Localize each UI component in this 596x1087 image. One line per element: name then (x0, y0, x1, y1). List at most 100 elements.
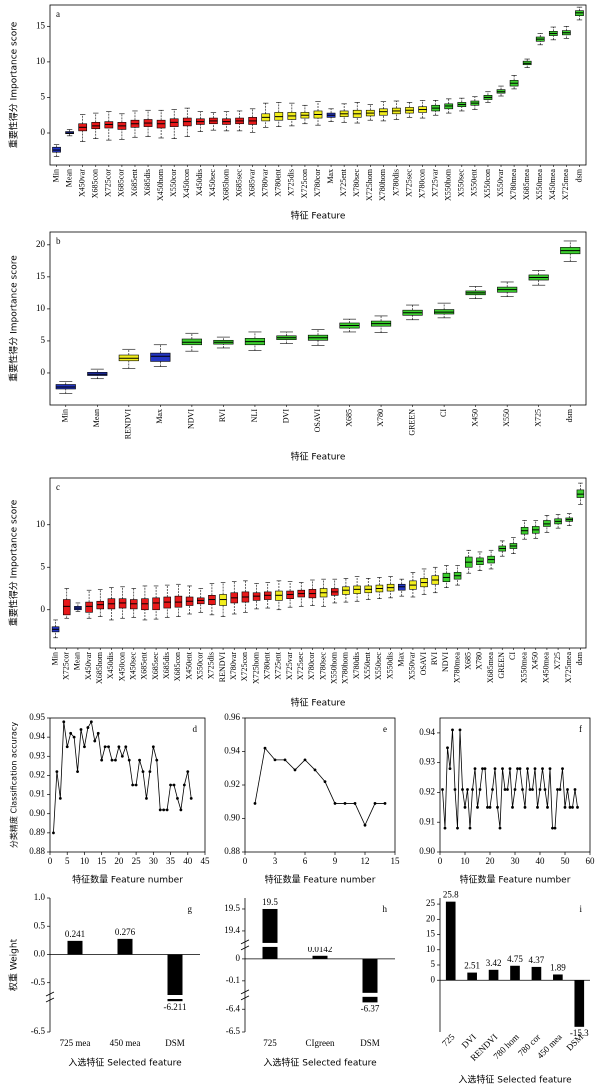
bar (553, 974, 563, 981)
y-tick-label: 15 (426, 929, 436, 939)
x-tick-label: X725 (534, 409, 543, 427)
point (96, 731, 100, 735)
x-axis-title: 入选特征 Selected feature (458, 1074, 572, 1086)
x-tick-label: GREEN (497, 652, 506, 679)
y-axis-title: 分类精度 Classification accuracy (9, 722, 19, 848)
point (538, 788, 542, 791)
x-tick-label: X780sec (318, 652, 327, 680)
point (456, 826, 459, 830)
x-tick-label: X725sec (296, 652, 305, 680)
x-tick-label: 40 (183, 856, 193, 866)
point (471, 788, 474, 791)
y-axis-title: 重要性得分 Importance score (8, 255, 20, 382)
point (165, 808, 169, 812)
y-tick-label: 0.94 (419, 727, 435, 737)
point (83, 745, 86, 749)
y-tick-label: 0.91 (29, 789, 45, 799)
x-tick-label: 60 (586, 856, 596, 866)
point (89, 720, 93, 724)
y-tick-label: 0 (41, 604, 46, 614)
axis-break (246, 992, 396, 997)
bar (531, 966, 542, 981)
x-tick-label: X780con (417, 169, 426, 198)
plot-frame (49, 4, 587, 166)
value-label: -15.3 (570, 1028, 589, 1038)
y-tick-label: 0.88 (29, 846, 45, 856)
y-tick-label: -6.4 (226, 1003, 241, 1013)
x-tick-label: X450sec (129, 652, 138, 680)
y-tick-label: 0.94 (29, 731, 45, 741)
x-tick-label: X550ent (470, 168, 479, 196)
plot-frame (244, 717, 396, 853)
x-tick-label: 30 (511, 856, 521, 866)
bar (117, 938, 133, 955)
y-tick-label: 0.92 (29, 769, 45, 779)
bar (445, 901, 456, 981)
bar (312, 955, 328, 959)
point (79, 728, 83, 731)
x-tick-label: NDVI (187, 409, 196, 429)
break-mark (240, 989, 250, 995)
x-tick-label: 725 (440, 1031, 457, 1048)
bar (574, 980, 585, 1027)
point (141, 770, 145, 773)
x-tick-label: 40 (536, 856, 546, 866)
point (155, 758, 159, 762)
y-tick-label: 0.96 (224, 712, 240, 722)
point (363, 823, 367, 827)
x-tick-label: Mean (73, 652, 82, 670)
point (503, 788, 507, 791)
point (506, 788, 509, 791)
x-tick-label: X725mea (564, 652, 573, 684)
point (151, 745, 155, 749)
value-label: -6.211 (164, 1002, 187, 1012)
point (120, 754, 124, 758)
point (576, 805, 579, 809)
x-tick-label: X550mea (519, 652, 528, 684)
x-tick-label: X725dis (207, 652, 216, 679)
x-tick-label: Min (61, 409, 70, 422)
x-tick-label: X550 (502, 409, 511, 427)
x-tick-label: X725ent (274, 651, 283, 679)
x-tick-label: X450con (182, 169, 191, 198)
point (283, 758, 287, 762)
x-tick-label: X450hom (156, 168, 165, 201)
x-tick-label: X450dis (195, 169, 204, 196)
y-tick-label: 0.91 (419, 816, 435, 826)
x-tick-label: X685sec (151, 652, 160, 680)
x-tick-label: 0 (438, 856, 443, 866)
x-tick-label: 45 (201, 856, 211, 866)
point (468, 826, 472, 830)
value-label: 0.276 (115, 927, 136, 937)
x-tick-label: X685ent (140, 651, 149, 679)
point (563, 805, 567, 809)
point (273, 758, 277, 762)
point (501, 767, 504, 771)
point (446, 746, 449, 750)
value-label: 0.0142 (308, 944, 333, 954)
x-tick-label: dsm (575, 651, 584, 665)
x-tick-label: X550var (408, 652, 417, 680)
plot-frame (49, 231, 587, 406)
x-tick-label: X685 (344, 409, 353, 427)
point (518, 767, 522, 771)
y-tick-label: 5 (41, 561, 46, 571)
x-tick-label: 20 (486, 856, 496, 866)
x-tick-label: X685dis (143, 169, 152, 196)
x-tick-label: X685var (247, 169, 256, 197)
point (458, 728, 462, 732)
break-mark (240, 995, 250, 1001)
axis-break (51, 995, 201, 999)
x-tick-label: X725cor (62, 652, 71, 680)
x-tick-label: X780dis (352, 652, 361, 679)
y-tick-label: 0 (41, 367, 46, 377)
value-label: 0.241 (65, 929, 85, 939)
x-tick-label: X685hom (95, 651, 104, 684)
x-tick-label: X550sec (457, 169, 466, 197)
point (526, 767, 529, 771)
point (486, 805, 489, 809)
box (152, 597, 160, 611)
point (343, 802, 347, 805)
x-tick-label: X780dis (391, 169, 400, 196)
point (52, 831, 55, 835)
